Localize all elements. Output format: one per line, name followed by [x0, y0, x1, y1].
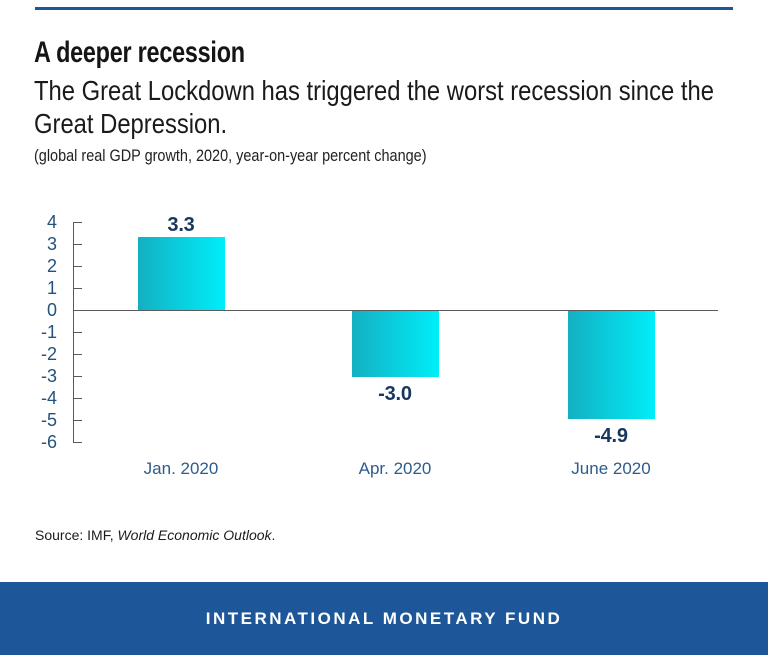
category-label: Apr. 2020: [358, 459, 432, 478]
bar: [351, 311, 439, 377]
zero-baseline: [73, 310, 718, 311]
y-axis-tick: [74, 288, 82, 289]
y-tick-label: -1: [40, 322, 57, 342]
y-tick-label: 0: [46, 300, 57, 320]
source-text: Source: IMF, World Economic Outlook.: [35, 527, 275, 543]
y-tick-label: -4: [40, 388, 57, 408]
footer-bar: INTERNATIONAL MONETARY FUND: [0, 582, 768, 655]
y-tick-label: 2: [46, 256, 57, 276]
y-tick-label: 3: [46, 234, 57, 254]
top-accent-rule: [35, 7, 733, 10]
y-axis-tick: [74, 442, 82, 443]
y-tick-label: -2: [40, 344, 57, 364]
category-label: June 2020: [571, 459, 651, 478]
page-subtitle: The Great Lockdown has triggered the wor…: [34, 75, 714, 139]
bar-value-label: 3.3: [167, 214, 195, 237]
page-title: A deeper recession: [34, 36, 245, 69]
bar-value-label: -4.9: [594, 424, 628, 447]
y-tick-label: 1: [46, 278, 57, 298]
bar: [567, 311, 655, 419]
source-suffix: .: [271, 527, 276, 543]
bar-chart: 4 3 2 1 0 -1 -2 -3 -4 -5 -6 3.3 Jan. 2020 -3.0 Apr. 20…: [40, 212, 718, 478]
y-axis-tick: [74, 266, 82, 267]
chart-note: (global real GDP growth, 2020, year-on-y…: [34, 146, 427, 165]
y-axis-tick: [74, 420, 82, 421]
category-label: Jan. 2020: [143, 459, 219, 478]
y-tick-label: -6: [40, 432, 57, 452]
y-axis-tick: [74, 244, 82, 245]
y-axis-tick: [74, 354, 82, 355]
y-tick-label: -3: [40, 366, 57, 386]
source-publication: World Economic Outlook: [117, 527, 272, 543]
bar: [137, 237, 225, 310]
y-axis-tick: [74, 398, 82, 399]
y-axis-tick: [74, 376, 82, 377]
y-tick-label: -5: [40, 410, 57, 430]
y-axis-line: [73, 222, 74, 443]
y-tick-label: 4: [46, 212, 57, 232]
bar-value-label: -3.0: [378, 383, 412, 405]
y-axis-tick: [74, 332, 82, 333]
source-prefix: Source: IMF,: [35, 527, 118, 543]
footer-text: INTERNATIONAL MONETARY FUND: [205, 608, 563, 628]
y-axis-tick: [74, 222, 82, 223]
